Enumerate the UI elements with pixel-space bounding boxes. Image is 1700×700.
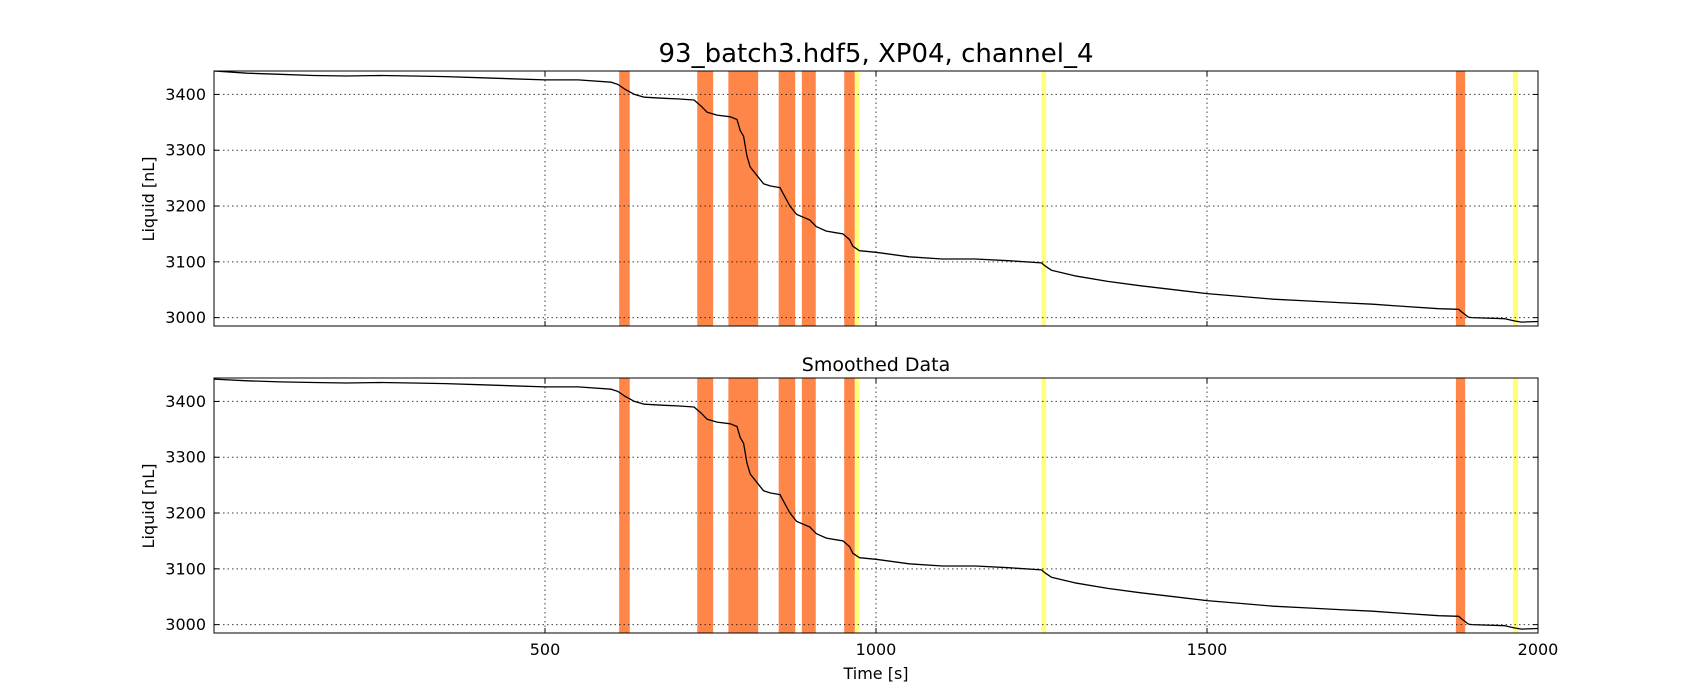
top-ytick-label-1: 3100	[165, 252, 206, 271]
top-ytick-label-4: 3400	[165, 85, 206, 104]
bottom-xtick-label-3: 2000	[1518, 640, 1559, 659]
bottom-span-5	[844, 378, 855, 633]
bottom-chart-ylabel: Liquid [nL]	[139, 464, 158, 549]
top-chart-ylabel: Liquid [nL]	[139, 157, 158, 242]
bottom-span-6	[854, 378, 860, 633]
top-span-6	[854, 71, 860, 326]
bottom-span-9	[1512, 378, 1519, 633]
top-span-9	[1512, 71, 1519, 326]
bottom-chart-panel: 3000 3100 3200 3300 3400 500 1000 1500 2000	[165, 377, 1559, 659]
top-span-7	[1041, 71, 1047, 326]
top-ytick-label-2: 3200	[165, 197, 206, 216]
top-ytick-label-3: 3300	[165, 141, 206, 160]
top-ytick-label-0: 3000	[165, 308, 206, 327]
bottom-xtick-label-2: 1500	[1187, 640, 1228, 659]
bottom-span-2	[728, 378, 759, 633]
top-span-0	[619, 71, 630, 326]
top-series-line-0	[213, 70, 1539, 323]
bottom-ytick-label-1: 3100	[165, 559, 206, 578]
bottom-chart-xlabel: Time [s]	[842, 664, 908, 683]
bottom-ytick-label-4: 3400	[165, 392, 206, 411]
bottom-chart-title: Smoothed Data	[802, 354, 950, 376]
bottom-span-7	[1041, 378, 1047, 633]
top-span-8	[1455, 71, 1466, 326]
top-span-2	[728, 71, 759, 326]
top-span-4	[801, 71, 816, 326]
bottom-span-1	[697, 378, 714, 633]
top-span-5	[844, 71, 855, 326]
bottom-ytick-label-3: 3300	[165, 448, 206, 467]
top-span-1	[697, 71, 714, 326]
bottom-series-line-0	[213, 378, 1539, 630]
bottom-span-4	[801, 378, 816, 633]
bottom-ytick-label-0: 3000	[165, 615, 206, 634]
bottom-xtick-label-1: 1000	[856, 640, 897, 659]
top-chart-title: 93_batch3.hdf5, XP04, channel_4	[658, 39, 1093, 69]
top-span-3	[778, 71, 796, 326]
top-chart-panel: 3000 3100 3200 3300 3400	[165, 70, 1539, 327]
bottom-span-3	[778, 378, 796, 633]
bottom-span-8	[1455, 378, 1466, 633]
bottom-ytick-label-2: 3200	[165, 504, 206, 523]
bottom-xtick-label-0: 500	[530, 640, 561, 659]
bottom-span-0	[619, 378, 630, 633]
